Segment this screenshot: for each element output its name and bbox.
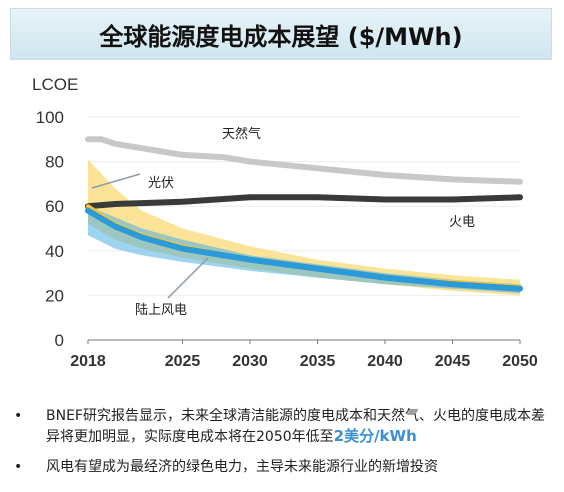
bullet-icon: • <box>14 459 23 475</box>
y-tick-label: 80 <box>45 153 64 172</box>
x-tick-label: 2018 <box>70 353 106 370</box>
label-pointer <box>167 257 209 299</box>
note-item-2: • 风电有望成为最经济的绿色电力，主导未来能源行业的新增投资 <box>14 457 554 477</box>
x-axis-ticks: 2018 2025 2030 2035 2040 2045 2050 <box>70 340 538 370</box>
y-tick-label: 20 <box>45 286 64 305</box>
x-tick-label: 2050 <box>502 353 538 370</box>
chart-title: 全球能源度电成本展望 ($/MWh) <box>10 8 552 60</box>
series-line-coal <box>85 194 523 210</box>
y-axis-ticks: 0 20 40 60 80 100 <box>36 108 64 350</box>
series-line-gas <box>85 136 523 185</box>
x-tick-label: 2025 <box>165 353 201 370</box>
series-lines <box>85 136 523 292</box>
note-item-1: • BNEF研究报告显示，未来全球清洁能源的度电成本和天然气、火电的度电成本差异… <box>14 406 554 447</box>
x-tick-label: 2035 <box>300 353 336 370</box>
series-label-wind: 陆上风电 <box>135 302 187 318</box>
y-tick-label: 60 <box>45 197 64 216</box>
series-label-gas: 天然气 <box>222 126 261 142</box>
bullet-icon: • <box>14 408 23 424</box>
notes-list: • BNEF研究报告显示，未来全球清洁能源的度电成本和天然气、火电的度电成本差异… <box>14 406 554 487</box>
x-tick-label: 2045 <box>435 353 471 370</box>
note-text-1: BNEF研究报告显示，未来全球清洁能源的度电成本和天然气、火电的度电成本差异将更… <box>46 406 554 447</box>
y-tick-label: 100 <box>36 108 64 127</box>
note-highlight-1: 2美分/kWh <box>333 427 417 445</box>
label-pointer <box>91 173 141 189</box>
x-tick-label: 2030 <box>232 353 268 370</box>
label-pointers <box>91 173 209 299</box>
y-tick-label: 0 <box>55 331 64 350</box>
y-axis-label: LCOE <box>32 75 78 94</box>
x-tick-label: 2040 <box>367 353 403 370</box>
series-label-coal: 火电 <box>449 215 475 230</box>
y-tick-label: 40 <box>45 242 64 261</box>
series-line-wind <box>85 207 523 292</box>
note-body-1: BNEF研究报告显示，未来全球清洁能源的度电成本和天然气、火电的度电成本差异将更… <box>46 408 545 445</box>
series-label-solar: 光伏 <box>148 176 174 191</box>
note-text-2: 风电有望成为最经济的绿色电力，主导未来能源行业的新增投资 <box>46 459 438 475</box>
